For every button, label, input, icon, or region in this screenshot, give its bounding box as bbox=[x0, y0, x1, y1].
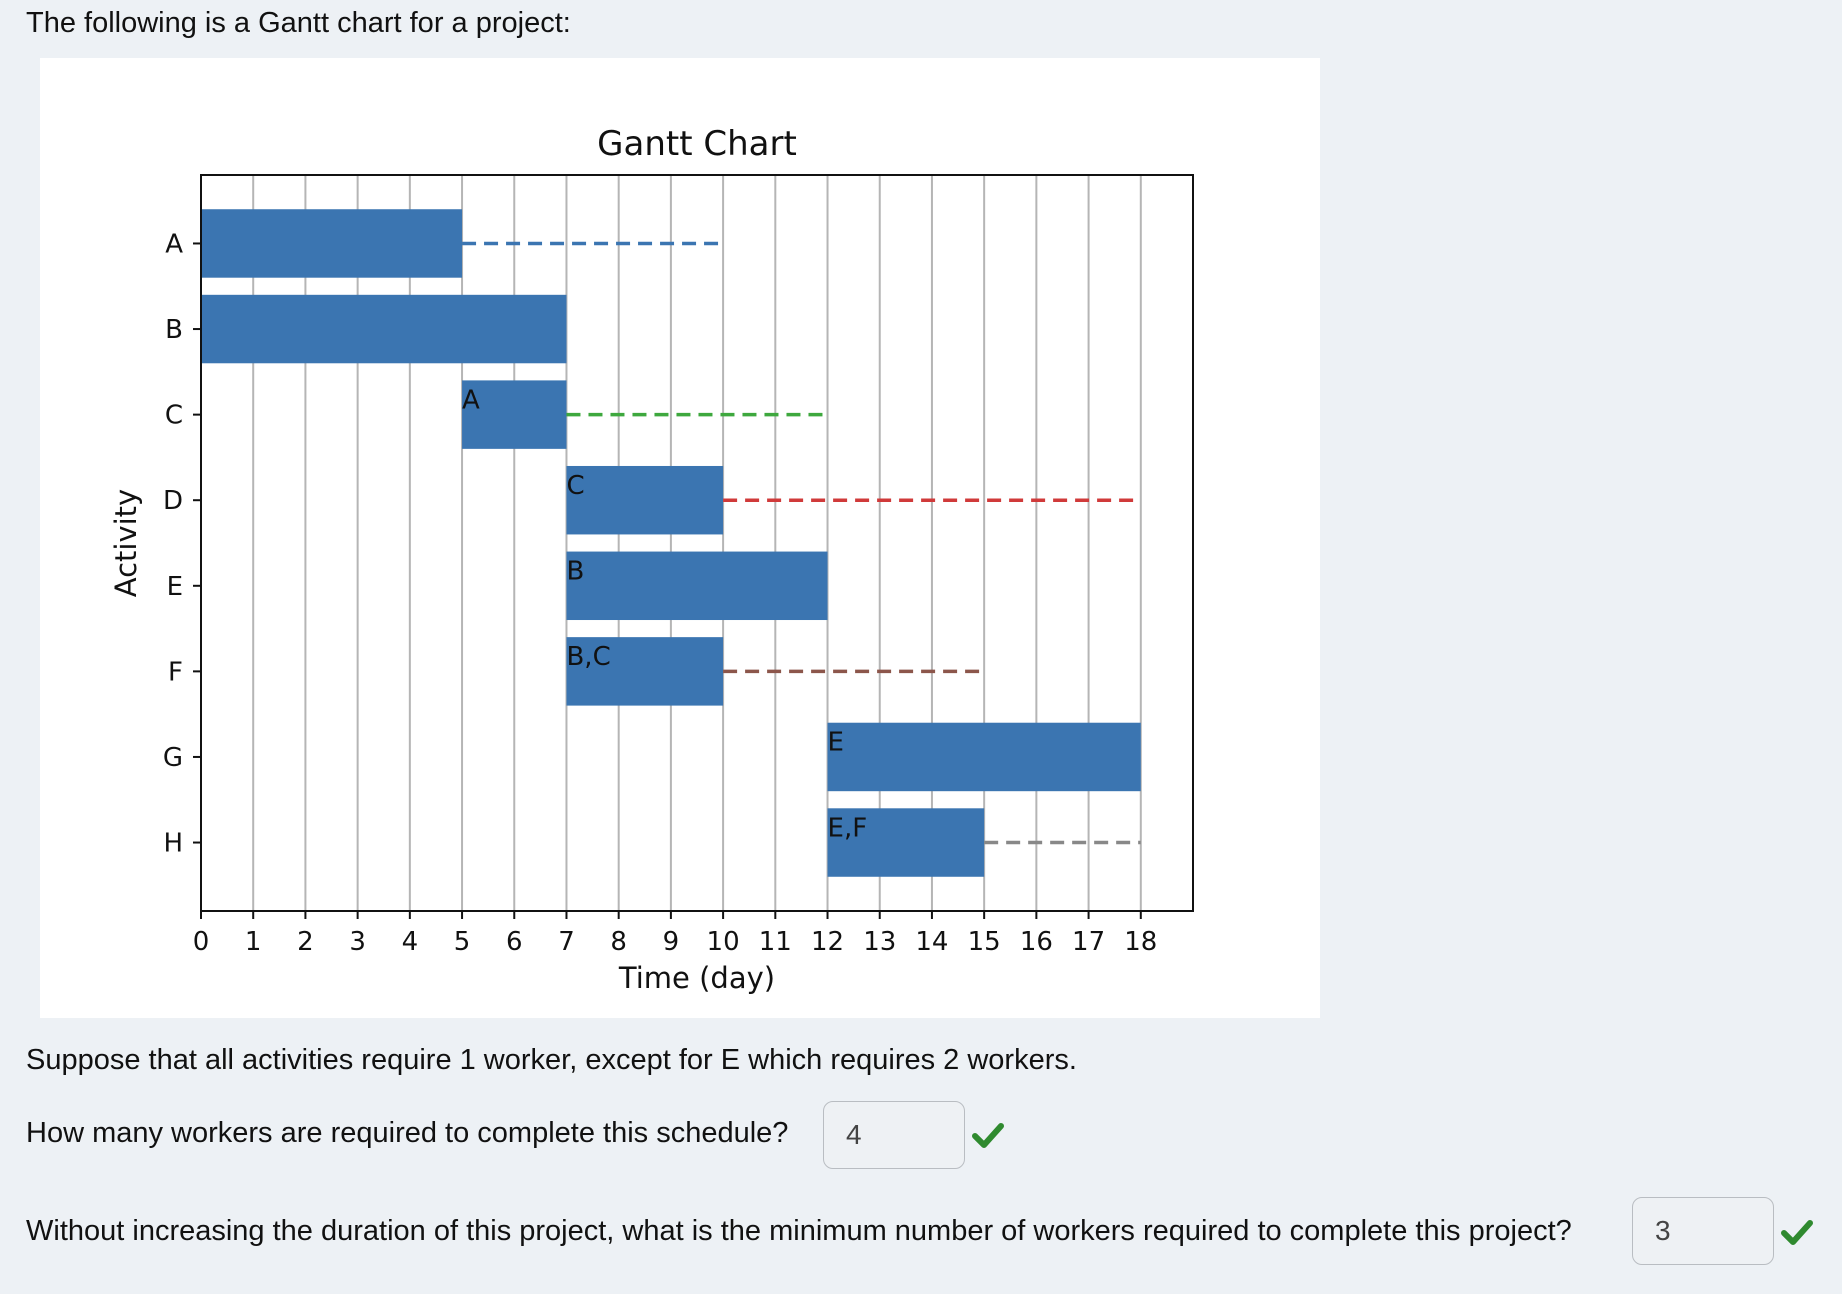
question-2-answer-input[interactable]: 3 bbox=[1632, 1197, 1774, 1265]
x-tick-label: 4 bbox=[402, 927, 419, 957]
x-tick-label: 0 bbox=[193, 927, 210, 957]
y-tick-label: E bbox=[167, 572, 183, 602]
x-tick-label: 8 bbox=[610, 927, 627, 957]
check-icon bbox=[1781, 1220, 1813, 1245]
x-tick-label: 13 bbox=[863, 927, 896, 957]
predecessor-label-D: C bbox=[566, 471, 584, 501]
gantt-chart-panel: Gantt Chart A C B B,C E E,F A B C D E F G H 0 1 2 3 4 5 6 7 8 9 1… bbox=[40, 58, 1320, 1018]
gantt-bar-H bbox=[827, 808, 985, 877]
question-1-answer-input[interactable]: 4 bbox=[823, 1101, 965, 1169]
x-tick-label: 16 bbox=[1020, 927, 1053, 957]
x-tick-label: 11 bbox=[759, 927, 792, 957]
gantt-bar-F bbox=[566, 637, 724, 706]
x-axis-label: Time (day) bbox=[618, 961, 775, 995]
x-tick-label: 2 bbox=[297, 927, 314, 957]
x-tick-label: 12 bbox=[811, 927, 844, 957]
x-tick-label: 7 bbox=[558, 927, 575, 957]
y-tick-label: A bbox=[165, 229, 183, 259]
y-tick-label: C bbox=[165, 401, 183, 431]
predecessor-label-G: E bbox=[828, 728, 844, 758]
y-axis-label: Activity bbox=[109, 489, 143, 597]
gantt-bar-G bbox=[827, 722, 1141, 792]
y-tick-label: H bbox=[163, 829, 183, 859]
x-tick-label: 18 bbox=[1124, 927, 1157, 957]
y-tick-label: F bbox=[168, 657, 183, 687]
plot-frame bbox=[200, 174, 1194, 912]
predecessor-label-C: A bbox=[462, 385, 480, 415]
x-tick-label: 14 bbox=[915, 927, 948, 957]
x-tick-label: 3 bbox=[349, 927, 366, 957]
x-tick-label: 1 bbox=[245, 927, 262, 957]
y-tick-label: D bbox=[163, 486, 183, 516]
x-tick-label: 10 bbox=[707, 927, 740, 957]
intro-text: The following is a Gantt chart for a pro… bbox=[26, 7, 571, 39]
check-icon bbox=[972, 1123, 1004, 1148]
gantt-bar-B bbox=[201, 294, 567, 364]
statement-text: Suppose that all activities require 1 wo… bbox=[26, 1044, 1077, 1076]
gantt-bar-A bbox=[201, 209, 463, 278]
predecessor-label-E: B bbox=[566, 557, 584, 587]
gantt-bar-E bbox=[566, 551, 828, 621]
x-tick-label: 6 bbox=[506, 927, 523, 957]
x-tick-label: 17 bbox=[1072, 927, 1105, 957]
x-tick-label: 15 bbox=[968, 927, 1001, 957]
y-tick-label: B bbox=[165, 315, 183, 345]
question-1-text: How many workers are required to complet… bbox=[26, 1117, 789, 1149]
predecessor-label-H: E,F bbox=[828, 813, 868, 843]
gantt-bar-C bbox=[462, 380, 567, 449]
x-tick-label: 9 bbox=[663, 927, 680, 957]
chart-title: Gantt Chart bbox=[597, 124, 797, 164]
predecessor-label-F: B,C bbox=[566, 642, 610, 672]
gantt-bar-D bbox=[566, 465, 724, 535]
x-tick-label: 5 bbox=[454, 927, 471, 957]
y-tick-label: G bbox=[163, 743, 183, 773]
question-2-text: Without increasing the duration of this … bbox=[26, 1215, 1572, 1247]
